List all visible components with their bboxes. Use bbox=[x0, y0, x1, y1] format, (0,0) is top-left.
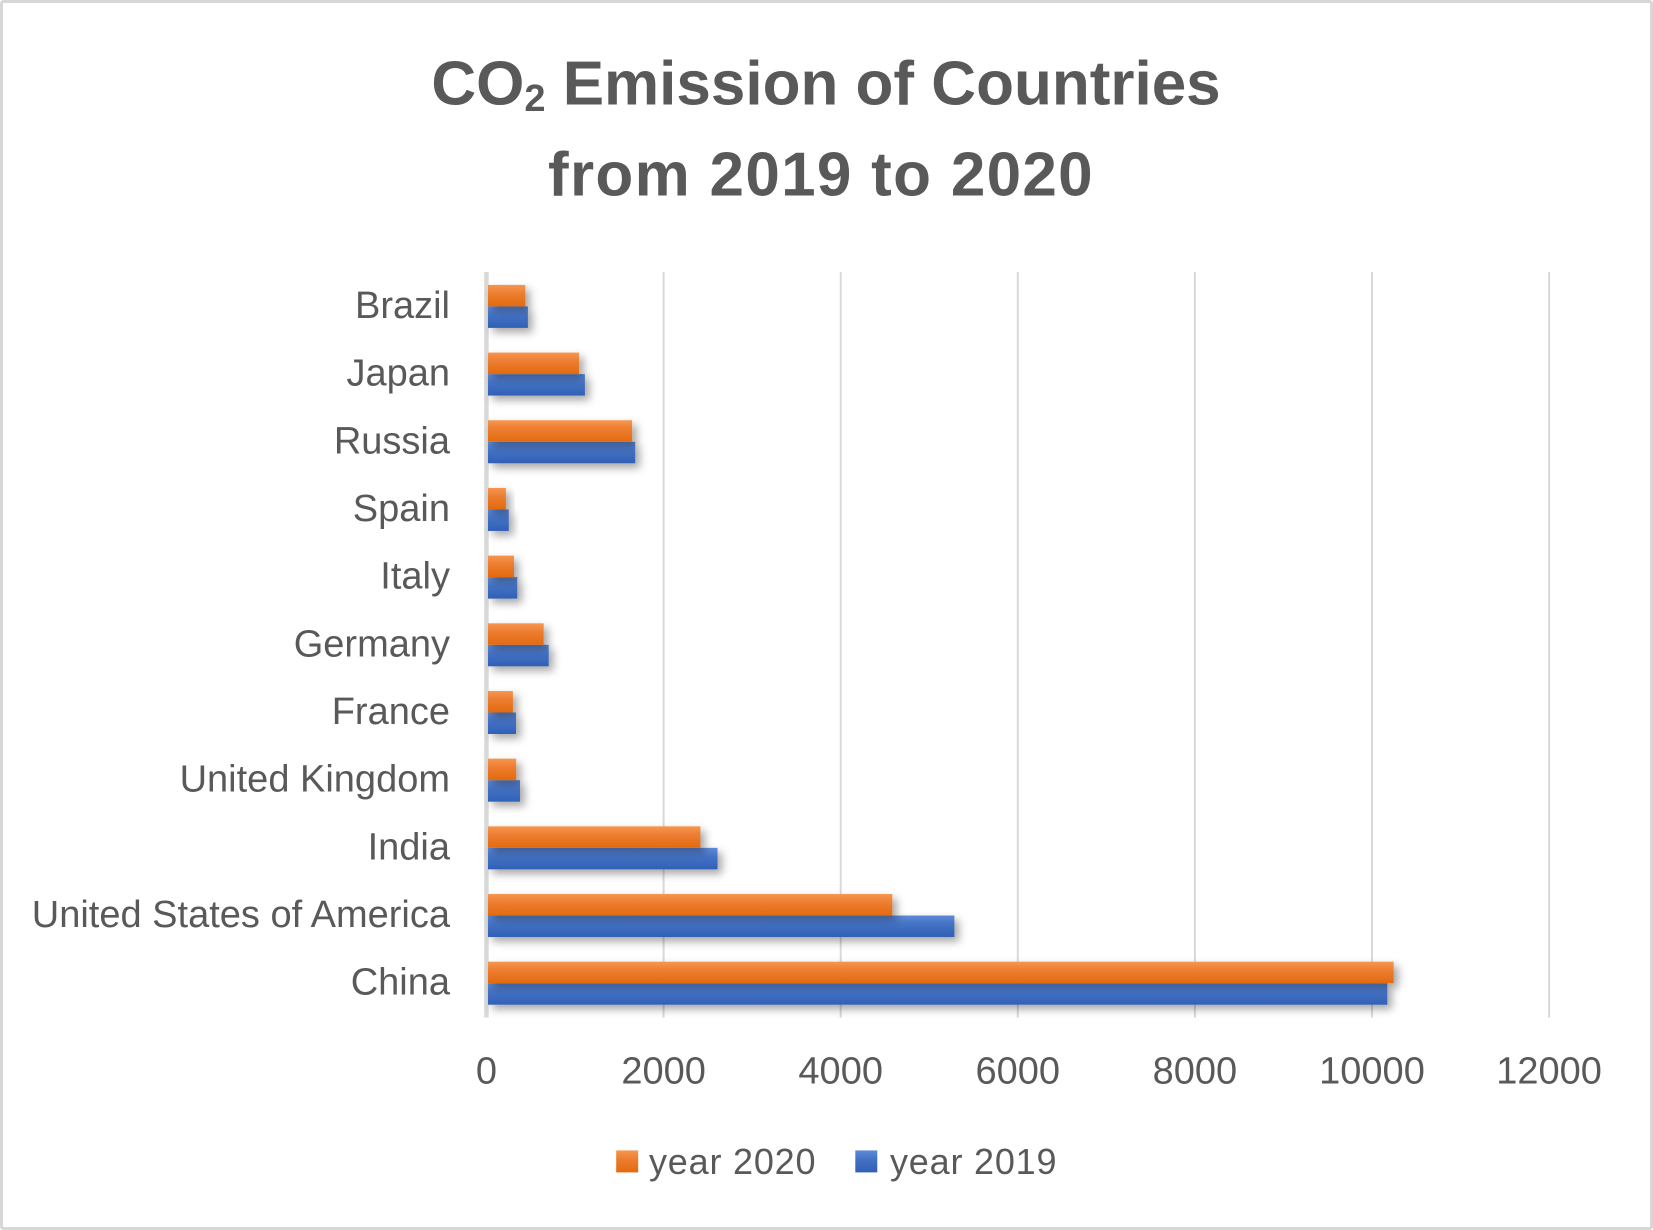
svg-text:United Kingdom: United Kingdom bbox=[180, 759, 450, 801]
svg-text:United States of America: United States of America bbox=[32, 894, 451, 936]
svg-text:Japan: Japan bbox=[346, 353, 450, 395]
svg-text:from 2019 to 2020: from 2019 to 2020 bbox=[548, 140, 1094, 209]
svg-text:8000: 8000 bbox=[1153, 1051, 1238, 1093]
svg-text:0: 0 bbox=[476, 1051, 497, 1093]
svg-text:Brazil: Brazil bbox=[355, 285, 450, 327]
svg-text:4000: 4000 bbox=[798, 1051, 883, 1093]
svg-text:China: China bbox=[351, 962, 451, 1004]
svg-text:CO2 Emission of Countries: CO2 Emission of Countries bbox=[431, 50, 1220, 121]
svg-text:6000: 6000 bbox=[976, 1051, 1061, 1093]
svg-text:year 2019: year 2019 bbox=[890, 1141, 1057, 1182]
svg-text:Russia: Russia bbox=[334, 420, 451, 462]
svg-text:12000: 12000 bbox=[1496, 1051, 1602, 1093]
svg-text:year 2020: year 2020 bbox=[649, 1141, 816, 1182]
svg-text:2000: 2000 bbox=[621, 1051, 706, 1093]
svg-text:Spain: Spain bbox=[353, 488, 450, 530]
svg-text:France: France bbox=[332, 691, 450, 733]
svg-text:Germany: Germany bbox=[294, 623, 450, 665]
svg-text:10000: 10000 bbox=[1319, 1051, 1425, 1093]
svg-text:Italy: Italy bbox=[380, 556, 450, 598]
svg-text:India: India bbox=[368, 826, 451, 868]
